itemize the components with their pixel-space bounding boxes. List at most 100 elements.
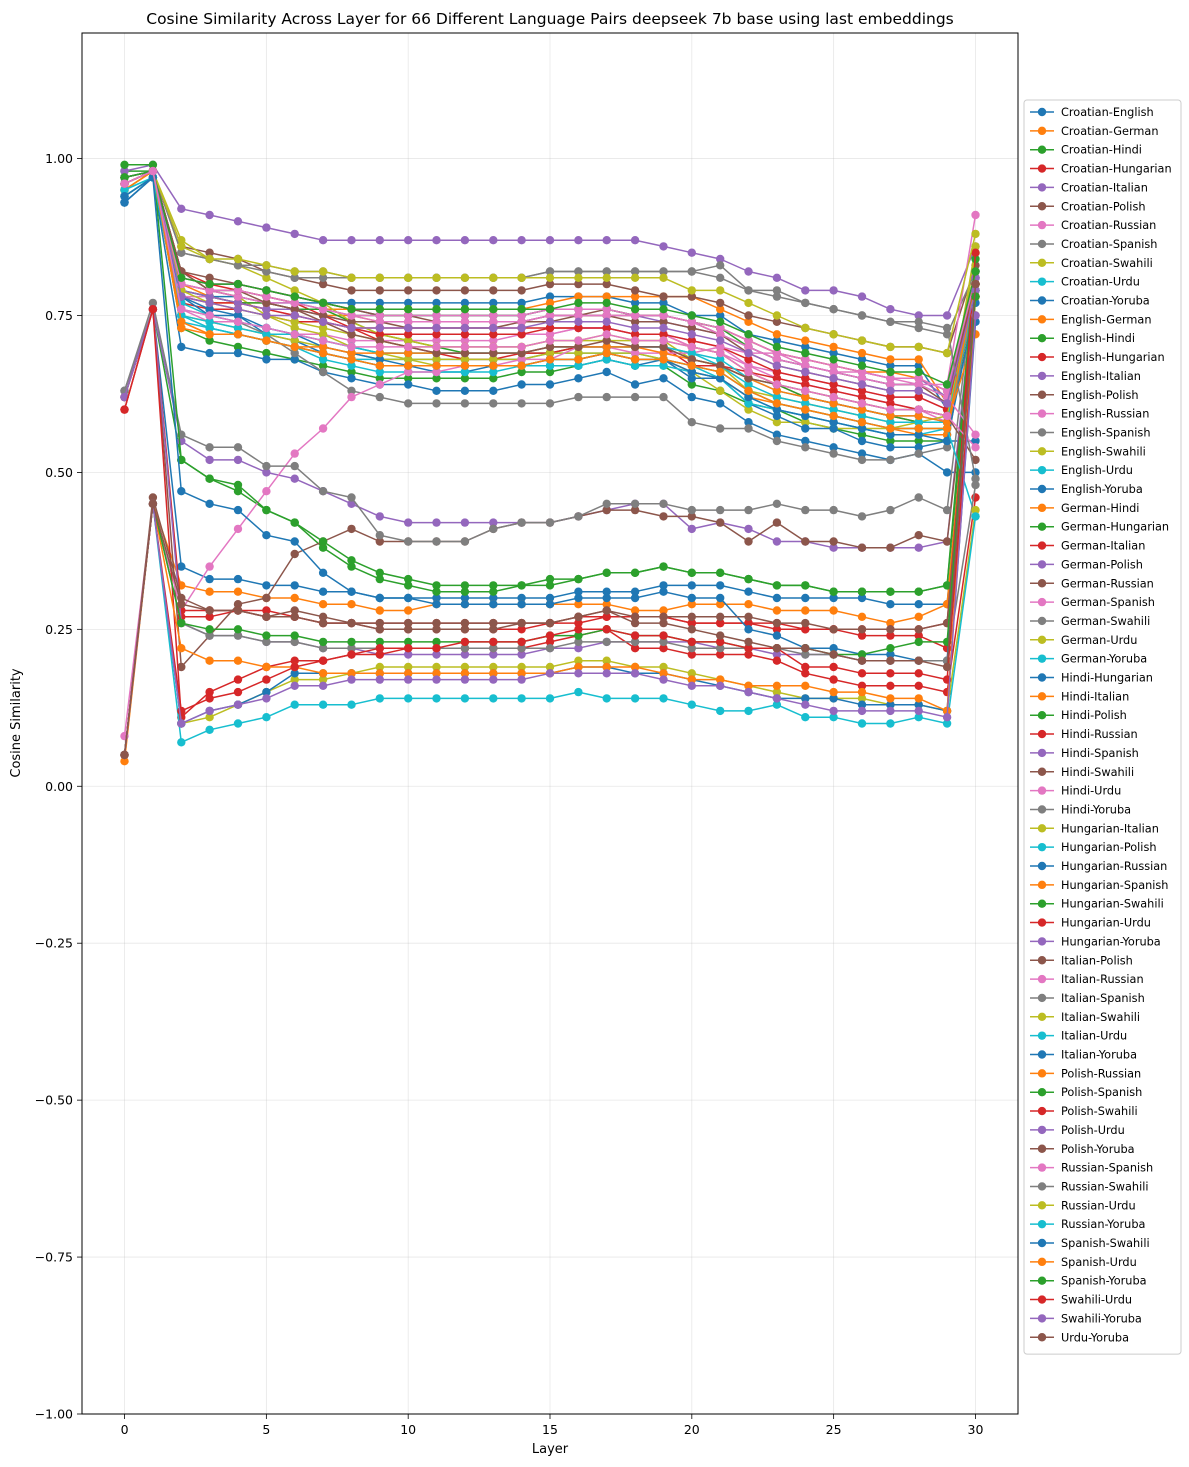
data-point [489,600,498,609]
data-point [375,380,384,389]
data-point [545,631,555,640]
legend-entry: Croatian-Italian [1030,181,1148,194]
data-point [489,286,498,295]
data-point [602,336,611,345]
data-point [829,443,838,452]
data-point [716,348,725,358]
data-point [517,694,526,703]
legend-entry: German-Russian [1030,577,1154,590]
data-point [971,443,980,452]
data-point [120,173,129,182]
data-point [233,330,243,339]
data-point [687,593,696,603]
data-point [857,418,867,427]
data-point [545,267,555,276]
data-point [857,348,867,358]
axis-ticks: 0 5 10 15 20 25 30 −1.00 −0.75 −0.50 −0.25 0.00 0.25… [35,151,984,1437]
data-point [687,675,696,684]
data-point [177,706,186,716]
data-point [404,317,413,326]
data-point [262,694,271,703]
data-point [489,317,498,326]
data-point [318,330,328,339]
data-point [772,405,782,414]
legend-label: Hungarian-Yoruba [1061,935,1161,948]
legend-marker [1037,352,1047,362]
data-point [829,543,838,552]
data-point [914,543,923,552]
data-point [432,593,441,603]
data-point [687,323,696,333]
legend-label: Spanish-Swahili [1061,1237,1150,1250]
data-point [744,650,753,659]
data-point [744,637,753,647]
data-point [432,355,441,364]
data-point [262,330,271,339]
legend-marker [1037,428,1047,437]
legend-marker [1037,1333,1047,1342]
data-point [574,279,583,289]
data-point [460,650,470,659]
data-point [120,160,129,169]
legend-label: Croatian-Hungarian [1061,163,1172,176]
legend-marker [1037,1069,1047,1078]
data-point [290,311,299,320]
data-point [801,625,810,634]
legend-entry: Swahili-Urdu [1030,1294,1132,1307]
legend-marker [1037,334,1047,343]
data-point [857,311,867,320]
legend-label: Croatian-Polish [1061,200,1146,213]
data-point [404,367,413,377]
legend-marker [1037,767,1047,776]
legend-label: German-Spanish [1061,596,1155,609]
data-point [772,618,782,628]
data-point [857,543,867,552]
data-point [404,348,413,358]
data-point [716,618,725,628]
data-point [404,675,413,684]
data-point [886,411,895,421]
legend-entry: Hungarian-Italian [1030,822,1159,835]
data-point [886,719,895,728]
data-point [233,524,243,534]
legend-entry: English-Yoruba [1030,483,1143,496]
data-point [659,361,668,370]
legend-marker [1037,1238,1047,1248]
data-point [801,348,810,358]
data-point [404,593,413,603]
data-point [744,687,753,697]
legend-marker [1037,918,1047,927]
data-point [630,342,640,352]
data-point [290,229,299,239]
data-point [914,656,923,665]
data-point [404,342,413,352]
series-italian-yoruba [120,173,980,665]
data-point [744,386,753,395]
legend-marker [1037,107,1047,117]
data-point [233,279,243,289]
data-point [744,418,753,427]
data-point [942,719,952,728]
x-tick-label: 5 [262,1422,270,1437]
data-point [829,305,838,314]
data-point [801,411,810,421]
data-point [687,355,696,364]
data-point [262,223,271,232]
data-point [489,587,498,596]
legend-label: Polish-Urdu [1061,1124,1125,1137]
data-point [772,518,782,527]
legend-marker [1037,1163,1047,1172]
data-point [318,669,328,678]
data-point [290,669,299,678]
data-point [886,631,895,640]
legend-marker [1037,1257,1047,1267]
data-point [347,644,356,653]
data-point [914,436,923,446]
data-point [517,518,526,527]
data-point [404,618,413,628]
data-point [772,411,782,421]
data-point [829,380,838,389]
data-point [290,273,299,282]
data-point [716,342,725,352]
data-point [517,618,526,628]
